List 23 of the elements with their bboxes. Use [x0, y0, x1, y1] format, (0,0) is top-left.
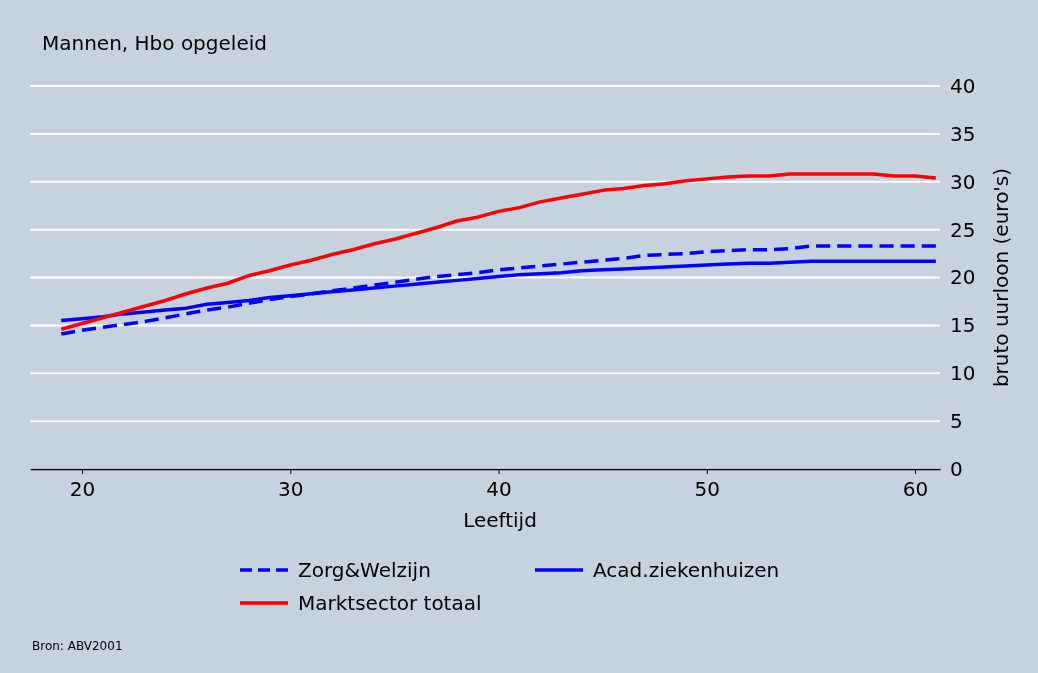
chart-title: Mannen, Hbo opgeleid [42, 31, 267, 55]
x-tick-label: 30 [278, 477, 304, 502]
x-tick-label: 60 [902, 477, 929, 502]
legend-label: Marktsector totaal [298, 591, 482, 615]
legend-label: Zorg&Welzijn [298, 558, 431, 582]
y-tick-label: 20 [950, 265, 976, 290]
y-tick-label: 40 [950, 73, 976, 98]
y-tick-label: 25 [950, 217, 976, 242]
y-tick-label: 35 [950, 121, 976, 146]
x-tick-label: 20 [69, 477, 96, 502]
legend-label: Acad.ziekenhuizen [593, 558, 780, 582]
x-axis-title: Leeftijd [463, 508, 537, 532]
y-tick-label: 5 [950, 409, 963, 434]
y-tick-label: 30 [950, 169, 976, 194]
y-axis-title: bruto uurloon (euro's) [989, 167, 1013, 388]
y-tick-label: 15 [950, 313, 976, 338]
line-series [59, 244, 938, 336]
y-tick-label: 10 [950, 361, 976, 386]
y-tick-label: 0 [950, 456, 963, 481]
x-tick-label: 50 [694, 477, 720, 502]
x-tick-label: 40 [486, 477, 512, 502]
text: Bron: ABV2001 [32, 639, 123, 653]
line-series [59, 172, 938, 331]
